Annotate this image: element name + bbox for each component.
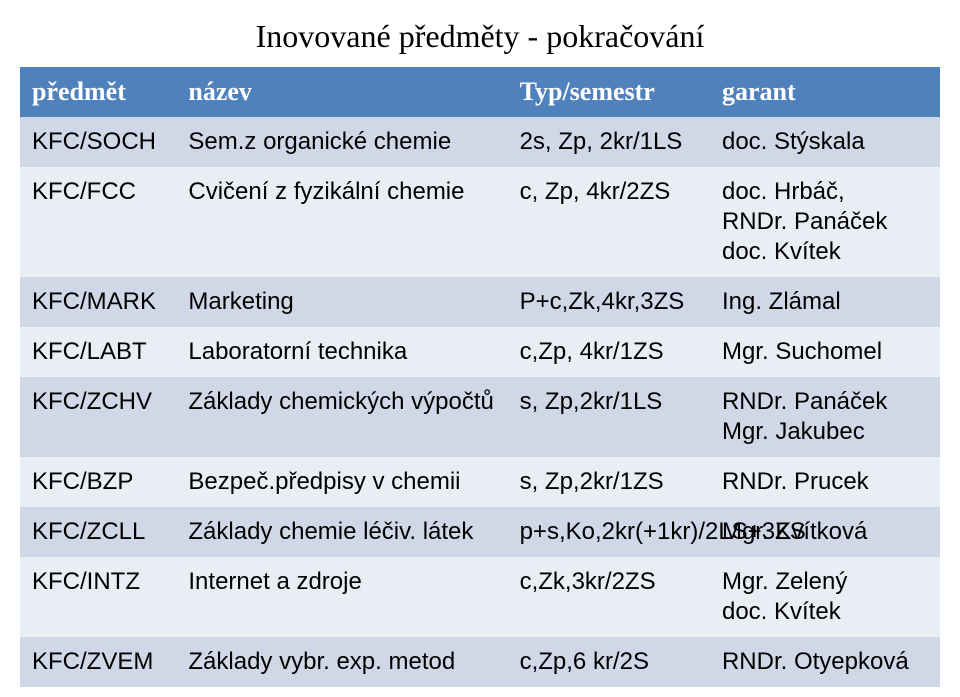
cell-name: Cvičení z fyzikální chemie	[176, 167, 507, 277]
cell-name: Základy chemie léčiv. látek	[176, 507, 507, 557]
cell-subject: KFC/BZP	[20, 457, 176, 507]
cell-guarantor: Ing. Zlámal	[710, 277, 940, 327]
table-row: KFC/INTZ Internet a zdroje c,Zk,3kr/2ZS …	[20, 557, 940, 637]
cell-subject: KFC/SOCH	[20, 117, 176, 167]
cell-subject: KFC/FCC	[20, 167, 176, 277]
col-header-guarantor: garant	[710, 67, 940, 117]
table-row: KFC/ZCHV Základy chemických výpočtů s, Z…	[20, 377, 940, 457]
cell-guarantor: doc. Hrbáč,RNDr. Panáčekdoc. Kvítek	[710, 167, 940, 277]
cell-subject: KFC/INTZ	[20, 557, 176, 637]
cell-subject: KFC/ZCHV	[20, 377, 176, 457]
table-row: KFC/LABT Laboratorní technika c,Zp, 4kr/…	[20, 327, 940, 377]
cell-guarantor: doc. Stýskala	[710, 117, 940, 167]
col-header-name: název	[176, 67, 507, 117]
cell-type: p+s,Ko,2kr(+1kr)/2LS+3ZS	[508, 507, 710, 557]
col-header-type: Typ/semestr	[508, 67, 710, 117]
cell-subject: KFC/ZCLL	[20, 507, 176, 557]
cell-subject: KFC/LABT	[20, 327, 176, 377]
cell-name: Bezpeč.předpisy v chemii	[176, 457, 507, 507]
table-row: KFC/ZCLL Základy chemie léčiv. látek p+s…	[20, 507, 940, 557]
table-header-row: předmět název Typ/semestr garant	[20, 67, 940, 117]
cell-name: Základy chemických výpočtů	[176, 377, 507, 457]
cell-guarantor: RNDr. PanáčekMgr. Jakubec	[710, 377, 940, 457]
cell-name: Marketing	[176, 277, 507, 327]
cell-type: s, Zp,2kr/1ZS	[508, 457, 710, 507]
table-row: KFC/ZVEM Základy vybr. exp. metod c,Zp,6…	[20, 637, 940, 687]
slide-container: Inovované předměty - pokračování předmět…	[0, 0, 960, 697]
cell-guarantor: Mgr. Kvítková	[710, 507, 940, 557]
table-row: KFC/FCC Cvičení z fyzikální chemie c, Zp…	[20, 167, 940, 277]
cell-guarantor: RNDr. Otyepková	[710, 637, 940, 687]
cell-type: 2s, Zp, 2kr/1LS	[508, 117, 710, 167]
cell-type: s, Zp,2kr/1LS	[508, 377, 710, 457]
cell-subject: KFC/MARK	[20, 277, 176, 327]
subjects-table: předmět název Typ/semestr garant KFC/SOC…	[20, 67, 940, 687]
slide-title: Inovované předměty - pokračování	[20, 18, 940, 55]
cell-name: Základy vybr. exp. metod	[176, 637, 507, 687]
col-header-subject: předmět	[20, 67, 176, 117]
cell-type: c, Zp, 4kr/2ZS	[508, 167, 710, 277]
cell-name: Laboratorní technika	[176, 327, 507, 377]
cell-guarantor: Mgr. Suchomel	[710, 327, 940, 377]
table-row: KFC/BZP Bezpeč.předpisy v chemii s, Zp,2…	[20, 457, 940, 507]
table-row: KFC/MARK Marketing P+c,Zk,4kr,3ZS Ing. Z…	[20, 277, 940, 327]
cell-name: Sem.z organické chemie	[176, 117, 507, 167]
cell-guarantor: RNDr. Prucek	[710, 457, 940, 507]
table-row: KFC/SOCH Sem.z organické chemie 2s, Zp, …	[20, 117, 940, 167]
cell-guarantor: Mgr. Zelenýdoc. Kvítek	[710, 557, 940, 637]
cell-type: P+c,Zk,4kr,3ZS	[508, 277, 710, 327]
cell-type: c,Zp,6 kr/2S	[508, 637, 710, 687]
cell-type: c,Zp, 4kr/1ZS	[508, 327, 710, 377]
cell-name: Internet a zdroje	[176, 557, 507, 637]
cell-subject: KFC/ZVEM	[20, 637, 176, 687]
cell-type: c,Zk,3kr/2ZS	[508, 557, 710, 637]
